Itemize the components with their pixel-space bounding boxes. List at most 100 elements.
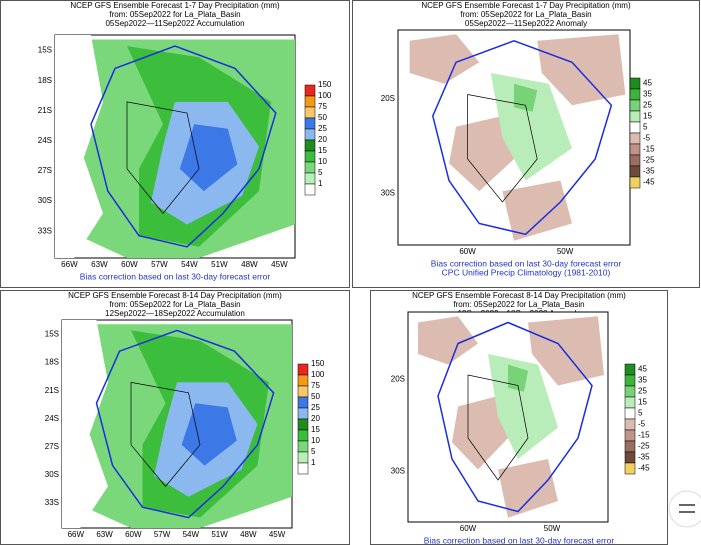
lon-label: 45W bbox=[271, 260, 288, 269]
panel-title: NCEP GFS Ensemble Forecast 8-14 Day Prec… bbox=[412, 291, 626, 300]
precip-area bbox=[488, 354, 558, 459]
legend-swatch bbox=[304, 117, 316, 130]
legend-swatch bbox=[629, 154, 641, 167]
scroll-button[interactable] bbox=[668, 490, 701, 528]
precip-area bbox=[55, 35, 103, 258]
legend-label: 5 bbox=[643, 123, 648, 132]
precip-area bbox=[502, 180, 572, 241]
legend-label: 5 bbox=[318, 168, 323, 177]
precip-area bbox=[409, 34, 480, 84]
lat-label: 20S bbox=[381, 94, 395, 103]
legend-label: 20 bbox=[311, 414, 320, 423]
legend-swatch bbox=[297, 374, 309, 387]
legend-swatch bbox=[629, 88, 641, 101]
precip-area bbox=[514, 83, 538, 112]
legend-swatch bbox=[297, 451, 309, 464]
panel-title: from: 05Sep2022 for La_Plata_Basin bbox=[453, 300, 584, 309]
lat-label: 24S bbox=[45, 414, 59, 423]
lon-label: 50W bbox=[544, 524, 561, 533]
legend-label: 15 bbox=[318, 146, 327, 155]
legend-label: 10 bbox=[311, 436, 320, 445]
legend-swatch bbox=[304, 128, 316, 141]
legend-swatch bbox=[304, 150, 316, 163]
legend-swatch bbox=[629, 165, 641, 178]
precip-area bbox=[62, 320, 108, 528]
legend-label: 35 bbox=[643, 90, 652, 99]
precip-area bbox=[418, 316, 478, 365]
legend-label: -25 bbox=[643, 156, 655, 165]
lon-label: 51W bbox=[211, 530, 228, 539]
legend-swatch bbox=[624, 451, 636, 464]
lat-label: 24S bbox=[38, 136, 52, 145]
legend-swatch bbox=[624, 407, 636, 420]
lon-label: 63W bbox=[91, 260, 108, 269]
legend-swatch bbox=[624, 396, 636, 409]
lon-label: 54W bbox=[183, 530, 200, 539]
lon-label: 60W bbox=[459, 247, 476, 256]
legend-label: 45 bbox=[638, 365, 647, 374]
legend-label: 75 bbox=[318, 102, 327, 111]
lat-label: 18S bbox=[45, 358, 59, 367]
panel-frame bbox=[0, 0, 350, 288]
legend-swatch bbox=[297, 429, 309, 442]
lat-label: 15S bbox=[38, 46, 52, 55]
legend-label: 150 bbox=[318, 80, 332, 89]
lon-label: 50W bbox=[557, 247, 574, 256]
legend-label: 100 bbox=[318, 91, 332, 100]
legend-swatch bbox=[304, 139, 316, 152]
lon-label: 63W bbox=[96, 530, 113, 539]
legend-swatch bbox=[629, 77, 641, 90]
legend-label: 15 bbox=[638, 398, 647, 407]
panel-title: from: 05Sep2022 for La_Plata_Basin bbox=[109, 10, 240, 19]
panel-title: 12Sep2022—18Sep2022 Accumulation bbox=[105, 309, 245, 318]
legend-swatch bbox=[629, 132, 641, 145]
legend-label: -5 bbox=[638, 420, 646, 429]
footer-note: Bias correction based on last 30-day for… bbox=[431, 258, 622, 268]
precip-area bbox=[452, 396, 508, 470]
legend-swatch bbox=[624, 374, 636, 387]
precip-area bbox=[449, 116, 514, 192]
basin-outline bbox=[95, 329, 275, 519]
legend-label: -45 bbox=[638, 464, 650, 473]
legend-label: 25 bbox=[318, 124, 327, 133]
legend-label: 15 bbox=[643, 112, 652, 121]
lon-label: 48W bbox=[241, 260, 258, 269]
legend-swatch bbox=[624, 440, 636, 453]
lat-label: 20S bbox=[391, 374, 405, 383]
panel-frame bbox=[352, 0, 700, 288]
legend-label: 5 bbox=[311, 447, 316, 456]
legend-label: 35 bbox=[638, 376, 647, 385]
panel-title: NCEP GFS Ensemble Forecast 1-7 Day Preci… bbox=[421, 1, 631, 10]
country-border bbox=[130, 381, 201, 487]
legend-label: -25 bbox=[638, 442, 650, 451]
legend-label: 75 bbox=[311, 381, 320, 390]
legend-swatch bbox=[297, 462, 309, 475]
legend-swatch bbox=[629, 121, 641, 134]
legend-swatch bbox=[624, 418, 636, 431]
legend-label: 150 bbox=[311, 359, 325, 368]
legend-swatch bbox=[297, 418, 309, 431]
legend-swatch bbox=[304, 84, 316, 97]
legend-swatch bbox=[304, 161, 316, 174]
lat-label: 21S bbox=[38, 106, 52, 115]
lat-label: 15S bbox=[45, 330, 59, 339]
lat-label: 18S bbox=[38, 76, 52, 85]
panel-title: from: 05Sep2022 for La_Plata_Basin bbox=[109, 300, 240, 309]
legend-label: -45 bbox=[643, 178, 655, 187]
legend-swatch bbox=[629, 143, 641, 156]
legend-label: 50 bbox=[311, 392, 320, 401]
lat-label: 30S bbox=[38, 196, 52, 205]
lon-label: 60W bbox=[125, 530, 142, 539]
precip-area bbox=[537, 34, 626, 106]
precip-area bbox=[508, 364, 528, 392]
lon-label: 54W bbox=[181, 260, 198, 269]
basin-outline bbox=[437, 321, 593, 513]
legend-label: 1 bbox=[318, 179, 323, 188]
legend-swatch bbox=[629, 110, 641, 123]
legend-swatch bbox=[297, 363, 309, 376]
lon-label: 60W bbox=[121, 260, 138, 269]
lon-label: 45W bbox=[269, 530, 286, 539]
legend-swatch bbox=[304, 106, 316, 119]
legend-label: 25 bbox=[638, 387, 647, 396]
